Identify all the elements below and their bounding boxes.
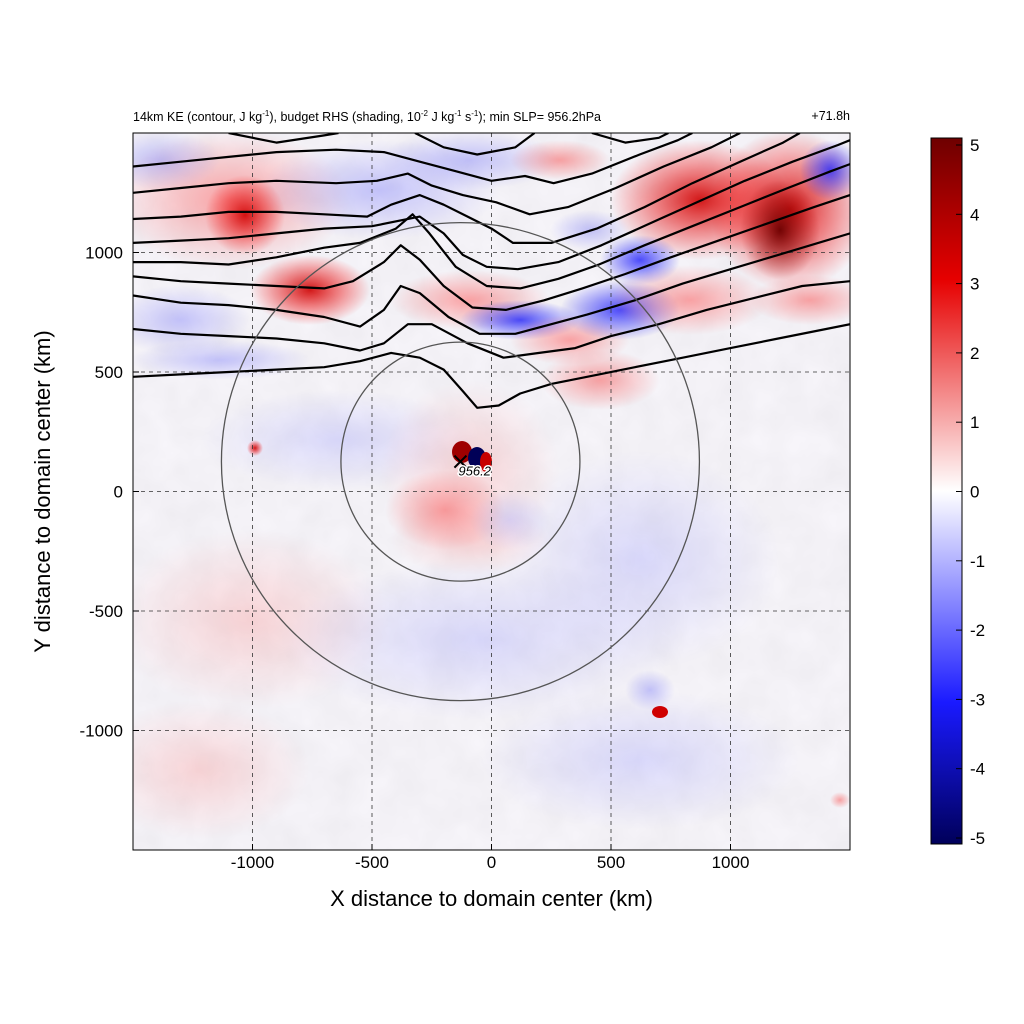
title-superscript: -2 [420,109,428,118]
x-tick-label: 1000 [712,853,750,872]
ke-contour-line [133,323,850,409]
x-tick-label: -500 [355,853,389,872]
title-superscript: -1 [262,109,270,118]
forecast-hour: +71.8h [811,109,850,123]
colorbar-tick-label: -2 [970,621,985,640]
min-slp-label: 956.2 [458,464,491,479]
ke-contour-line [414,133,536,156]
colorbar-tick-label: 3 [970,275,979,294]
title-text: 14km KE (contour, J kg [133,110,263,125]
x-tick-label: 500 [597,853,625,872]
title-text: s [461,110,472,125]
ke-contour-line [228,133,339,144]
colorbar-tick-label: 2 [970,344,979,363]
colorbar-tick-label: 4 [970,205,979,224]
y-tick-label: -500 [89,602,123,621]
chart-title: 14km KE (contour, J kg-1), budget RHS (s… [133,109,601,124]
ke-contour-line [133,133,741,216]
storm-center: 956.2 [453,454,493,480]
title-superscript: -1 [454,109,462,118]
shading-field [133,133,850,850]
title-text: ); min SLP= 956.2hPa [478,110,602,125]
ke-contour-line [133,139,850,271]
y-axis: -1000 -500 0 500 1000 [80,244,139,741]
colorbar-tick-label: -4 [970,760,985,779]
y-tick-label: 0 [114,483,123,502]
ke-contour-line [133,280,850,359]
storm-center-marker [453,454,468,469]
range-ring [220,221,701,702]
ke-contours [133,133,850,409]
colorbar-tick-label: 0 [970,483,979,502]
title-superscript: -1 [471,109,479,118]
y-tick-label: -1000 [80,722,123,741]
colorbar-tick-label: -1 [970,552,985,571]
ke-contour-line [133,232,850,335]
ke-contour-line [133,163,850,290]
ke-contour-line [133,194,850,311]
x-axis-label: X distance to domain center (km) [330,886,653,911]
title-text: J kg [427,110,455,125]
range-ring [340,341,581,582]
x-tick-label: -1000 [231,853,274,872]
colorbar-ticks: 5 4 3 2 1 0 -1 -2 -3 -4 -5 [956,136,985,848]
colorbar: 5 4 3 2 1 0 -1 -2 -3 -4 -5 [930,136,985,848]
range-rings [220,221,701,702]
x-axis: -1000 -500 0 500 1000 [231,844,750,872]
x-tick-label: 0 [487,853,496,872]
colorbar-tick-label: 5 [970,136,979,155]
colorbar-tick-label: 1 [970,413,979,432]
ke-contour-line [133,133,801,244]
y-axis-label: Y distance to domain center (km) [30,330,55,652]
colorbar-tick-label: -3 [970,690,985,709]
title-text: ), budget RHS (shading, 10 [269,110,421,125]
colorbar-tick-label: -5 [970,829,985,848]
y-tick-label: 1000 [85,244,123,263]
y-tick-label: 500 [95,363,123,382]
ke-contour-line [591,133,669,144]
ke-contour-line [133,133,693,185]
